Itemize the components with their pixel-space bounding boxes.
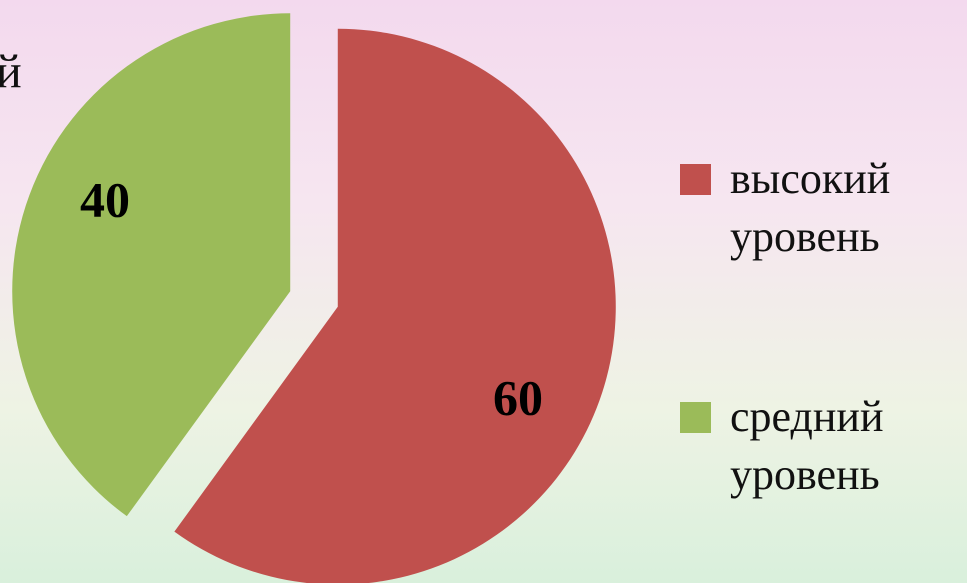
legend-swatch — [680, 164, 711, 195]
legend-swatch — [680, 402, 711, 433]
data-label: 40 — [80, 171, 130, 227]
legend-label: средний уровень — [730, 388, 960, 504]
data-label: 60 — [493, 369, 543, 425]
legend-label: высокий уровень — [730, 150, 960, 266]
page: й 6040 высокий уровеньсредний уровень ((… — [0, 0, 967, 583]
